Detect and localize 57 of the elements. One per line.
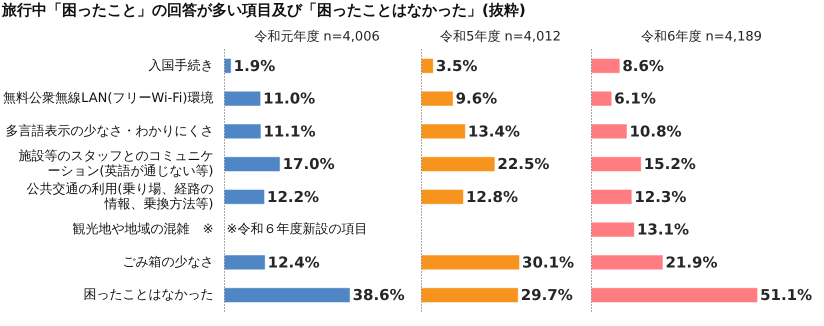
data-label: 30.1% bbox=[522, 253, 574, 272]
data-label: 22.5% bbox=[497, 155, 550, 174]
chart-title: 旅行中「困ったこと」の回答が多い項目及び「困ったことはなかった」(抜粋) bbox=[2, 0, 526, 21]
data-label: 12.8% bbox=[466, 188, 518, 206]
y-tick-label: 多言語表示の少なさ・わかりにくさ bbox=[6, 122, 214, 139]
bar bbox=[592, 156, 642, 172]
bar bbox=[422, 156, 495, 172]
data-label: 6.1% bbox=[614, 90, 656, 108]
data-label: 17.0% bbox=[282, 155, 335, 174]
data-label: 51.1% bbox=[760, 286, 812, 304]
data-label: 12.3% bbox=[634, 188, 686, 206]
bar bbox=[224, 91, 261, 106]
chart-subtitle: 令和5年度 n=4,012 bbox=[440, 28, 561, 44]
bar bbox=[224, 189, 265, 204]
data-label: 11.1% bbox=[263, 122, 316, 140]
data-label: 3.5% bbox=[436, 56, 478, 75]
y-tick-label: 無料公衆無線LAN(フリーWi-Fi)環境 bbox=[3, 90, 214, 106]
bar bbox=[224, 156, 280, 172]
y-tick-label: 困ったことはなかった bbox=[84, 288, 214, 303]
annotation: ※令和６年度新設の項目 bbox=[226, 221, 368, 238]
bar bbox=[592, 124, 627, 139]
data-label: 9.6% bbox=[456, 90, 498, 108]
data-label: 38.6% bbox=[352, 286, 405, 304]
y-tick-label: 入国手続き bbox=[148, 58, 214, 74]
y-tick-label: 公共交通の利用(乗り場、経路の情報、乗換方法等) bbox=[26, 180, 214, 212]
data-label: 29.7% bbox=[520, 286, 573, 304]
data-label: 13.4% bbox=[468, 122, 520, 140]
bar bbox=[592, 91, 612, 106]
data-label: 12.2% bbox=[267, 188, 320, 206]
data-label: 21.9% bbox=[665, 253, 718, 272]
bar bbox=[224, 124, 261, 139]
y-tick-label: 施設等のスタッフとのコミュニケーション(英語が通じない等) bbox=[18, 149, 214, 180]
bar bbox=[592, 222, 634, 238]
data-label: 13.1% bbox=[636, 220, 689, 239]
data-label: 8.6% bbox=[622, 56, 664, 75]
bar bbox=[422, 91, 454, 106]
bar bbox=[422, 124, 466, 139]
y-tick-label: ごみ箱の少なさ bbox=[122, 254, 214, 270]
chart-subtitle: 令和6年度 n=4,189 bbox=[641, 28, 762, 44]
bar bbox=[422, 288, 518, 303]
bar bbox=[422, 189, 464, 204]
chart-subtitle: 令和元年度 n=4,006 bbox=[254, 28, 380, 44]
bar bbox=[224, 58, 232, 74]
bar bbox=[422, 254, 520, 270]
data-label: 10.8% bbox=[629, 122, 682, 140]
y-tick-label: 観光地や地域の混雑 ※ bbox=[72, 222, 214, 238]
bar bbox=[592, 288, 758, 303]
data-label: 15.2% bbox=[644, 155, 696, 174]
bar bbox=[592, 189, 632, 204]
bar bbox=[422, 58, 434, 74]
data-label: 11.0% bbox=[263, 90, 316, 108]
bar bbox=[592, 58, 620, 74]
bar bbox=[592, 254, 663, 270]
data-label: 12.4% bbox=[268, 253, 320, 272]
bar bbox=[224, 288, 350, 303]
data-label: 1.9% bbox=[234, 56, 276, 75]
bar bbox=[224, 254, 266, 270]
